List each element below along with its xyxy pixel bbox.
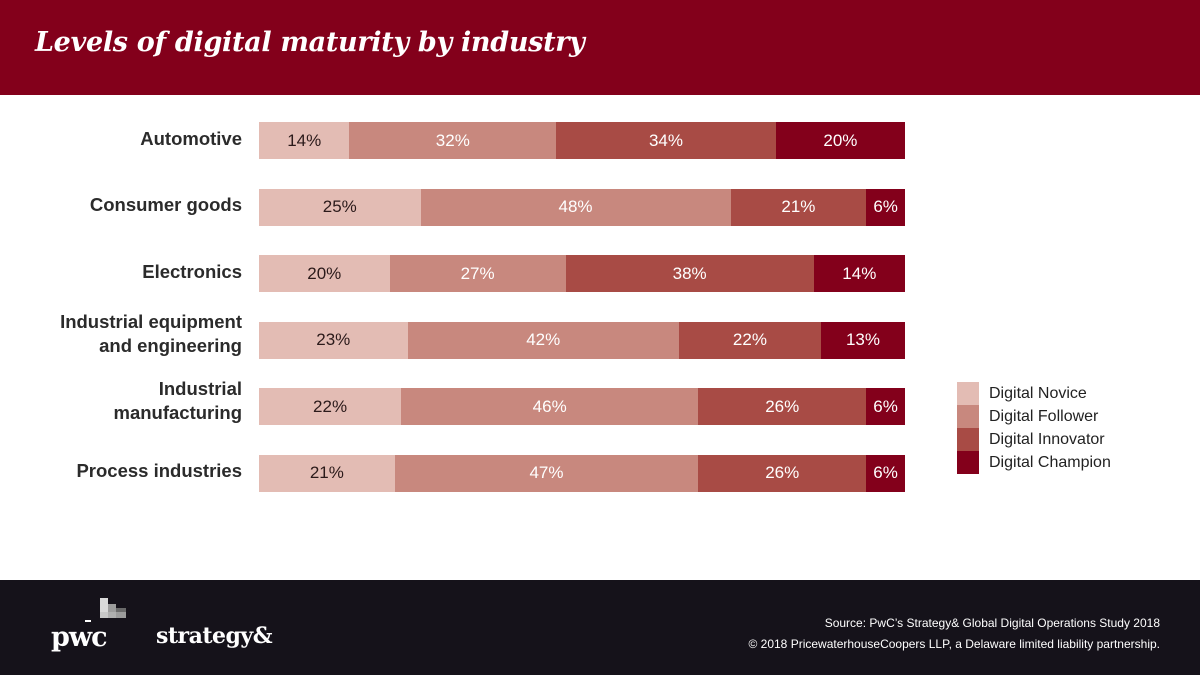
data-label: 21% <box>309 463 344 482</box>
chart-area: Automotive Consumer goods Electronics Indus… <box>0 95 1200 580</box>
copyright-text: © 2018 PricewaterhouseCoopers LLP, a Del… <box>748 637 1160 651</box>
category-label-line: Consumer goods <box>89 194 242 215</box>
data-label: 34% <box>648 130 683 150</box>
bar-segment: 6% <box>866 454 905 492</box>
data-label: 26% <box>765 396 800 416</box>
legend-swatch <box>957 451 979 474</box>
legend-swatch <box>957 382 979 405</box>
category-label: Industrial equipment and engineering <box>2 310 242 358</box>
logo-block <box>108 604 116 618</box>
legend-label: Digital Innovator <box>989 430 1105 448</box>
data-label: 22% <box>313 396 348 416</box>
bar-row: 23% 42% 22% 13% <box>259 321 905 359</box>
footer: pwc strategy& Source: PwC’s Strategy& Gl… <box>0 580 1200 675</box>
data-label: 21% <box>781 197 816 216</box>
data-label: 32% <box>435 130 470 150</box>
bar-segment: 21% <box>730 188 867 226</box>
legend-label: Digital Champion <box>989 453 1111 471</box>
logo-block <box>85 620 91 622</box>
bar-segment: 32% <box>349 122 557 159</box>
bar-segment: 6% <box>866 188 905 226</box>
data-label: 6% <box>873 463 898 482</box>
category-label-line: Industrial equipment <box>60 311 242 332</box>
category-label-line: and engineering <box>99 335 242 356</box>
bar-segment: 38% <box>565 255 814 292</box>
bar-row: 14% 32% 34% 20% <box>259 122 905 159</box>
source-text: Source: PwC’s Strategy& Global Digital O… <box>824 616 1160 630</box>
pwc-logo-icon <box>85 598 126 622</box>
bar-segment: 25% <box>259 188 421 226</box>
legend-swatch <box>957 428 979 451</box>
category-label: Industrial manufacturing <box>2 377 242 425</box>
bar-segment: 20% <box>259 255 390 292</box>
bar-segment: 6% <box>866 388 905 425</box>
bar-segment: 14% <box>259 122 350 159</box>
legend-label: Digital Follower <box>989 407 1099 425</box>
category-label-line: Electronics <box>142 260 242 282</box>
category-label: Consumer goods <box>2 193 242 217</box>
bar-row: 22% 46% 26% 6% <box>259 388 905 425</box>
legend-label: Digital Novice <box>989 384 1087 402</box>
bar-segment: 34% <box>556 122 776 159</box>
data-label: 6% <box>873 197 898 216</box>
data-label: 20% <box>823 130 858 150</box>
bar-row: 21% 47% 26% 6% <box>259 454 905 492</box>
category-label: Automotive <box>2 127 242 151</box>
data-label: 14% <box>287 130 322 150</box>
bar-segment: 22% <box>259 388 402 425</box>
data-label: 25% <box>322 197 357 216</box>
logo-block <box>100 598 108 618</box>
logo-block <box>100 612 126 618</box>
category-label-line: Automotive <box>140 127 242 149</box>
category-label: Electronics <box>2 260 242 284</box>
data-label: 6% <box>873 396 898 416</box>
bar-segment: 22% <box>678 321 821 359</box>
bar-segment: 46% <box>401 388 699 425</box>
data-label: 14% <box>842 263 877 283</box>
legend-item: Digital Novice <box>957 382 1111 405</box>
bar-segment: 23% <box>259 321 408 359</box>
legend-item: Digital Follower <box>957 405 1111 428</box>
category-label-line: Process industries <box>76 460 242 481</box>
data-label: 48% <box>558 197 593 216</box>
data-label: 46% <box>532 396 567 416</box>
source-note: Source: PwC’s Strategy& Global Digital O… <box>748 613 1160 655</box>
header-banner: Levels of digital maturity by industry <box>0 0 1200 95</box>
bar-segment: 13% <box>821 321 905 359</box>
bar-row: 20% 27% 38% 14% <box>259 255 905 292</box>
bar-segment: 26% <box>698 388 867 425</box>
bar-segment: 47% <box>394 454 699 492</box>
data-label: 22% <box>732 330 767 349</box>
data-label: 42% <box>526 330 561 349</box>
bar-segment: 42% <box>407 321 679 359</box>
data-label: 13% <box>845 330 880 349</box>
pwc-logo-text: pwc <box>51 622 108 653</box>
bar-row: 25% 48% 21% 6% <box>259 188 905 226</box>
category-label-line: manufacturing <box>113 401 242 423</box>
bar-segment: 27% <box>389 255 566 292</box>
bar-segment: 48% <box>420 188 731 226</box>
legend-item: Digital Innovator <box>957 428 1111 451</box>
data-label: 27% <box>460 263 495 283</box>
data-label: 23% <box>316 330 351 349</box>
bar-segment: 21% <box>259 454 395 492</box>
bar-segment: 20% <box>775 122 905 159</box>
legend: Digital Novice Digital Follower Digital In… <box>957 382 1111 474</box>
strategy-logo-text: strategy& <box>156 623 273 649</box>
category-label-line: Industrial <box>158 377 242 399</box>
bar-segment: 14% <box>813 255 905 292</box>
legend-swatch <box>957 405 979 428</box>
bar-segment: 26% <box>698 454 867 492</box>
data-label: 47% <box>529 463 564 482</box>
data-label: 38% <box>672 263 707 283</box>
category-label: Process industries <box>2 459 242 483</box>
data-label: 20% <box>307 263 342 283</box>
legend-item: Digital Champion <box>957 451 1111 474</box>
data-label: 26% <box>765 463 800 482</box>
chart-title: Levels of digital maturity by industry <box>35 27 585 58</box>
